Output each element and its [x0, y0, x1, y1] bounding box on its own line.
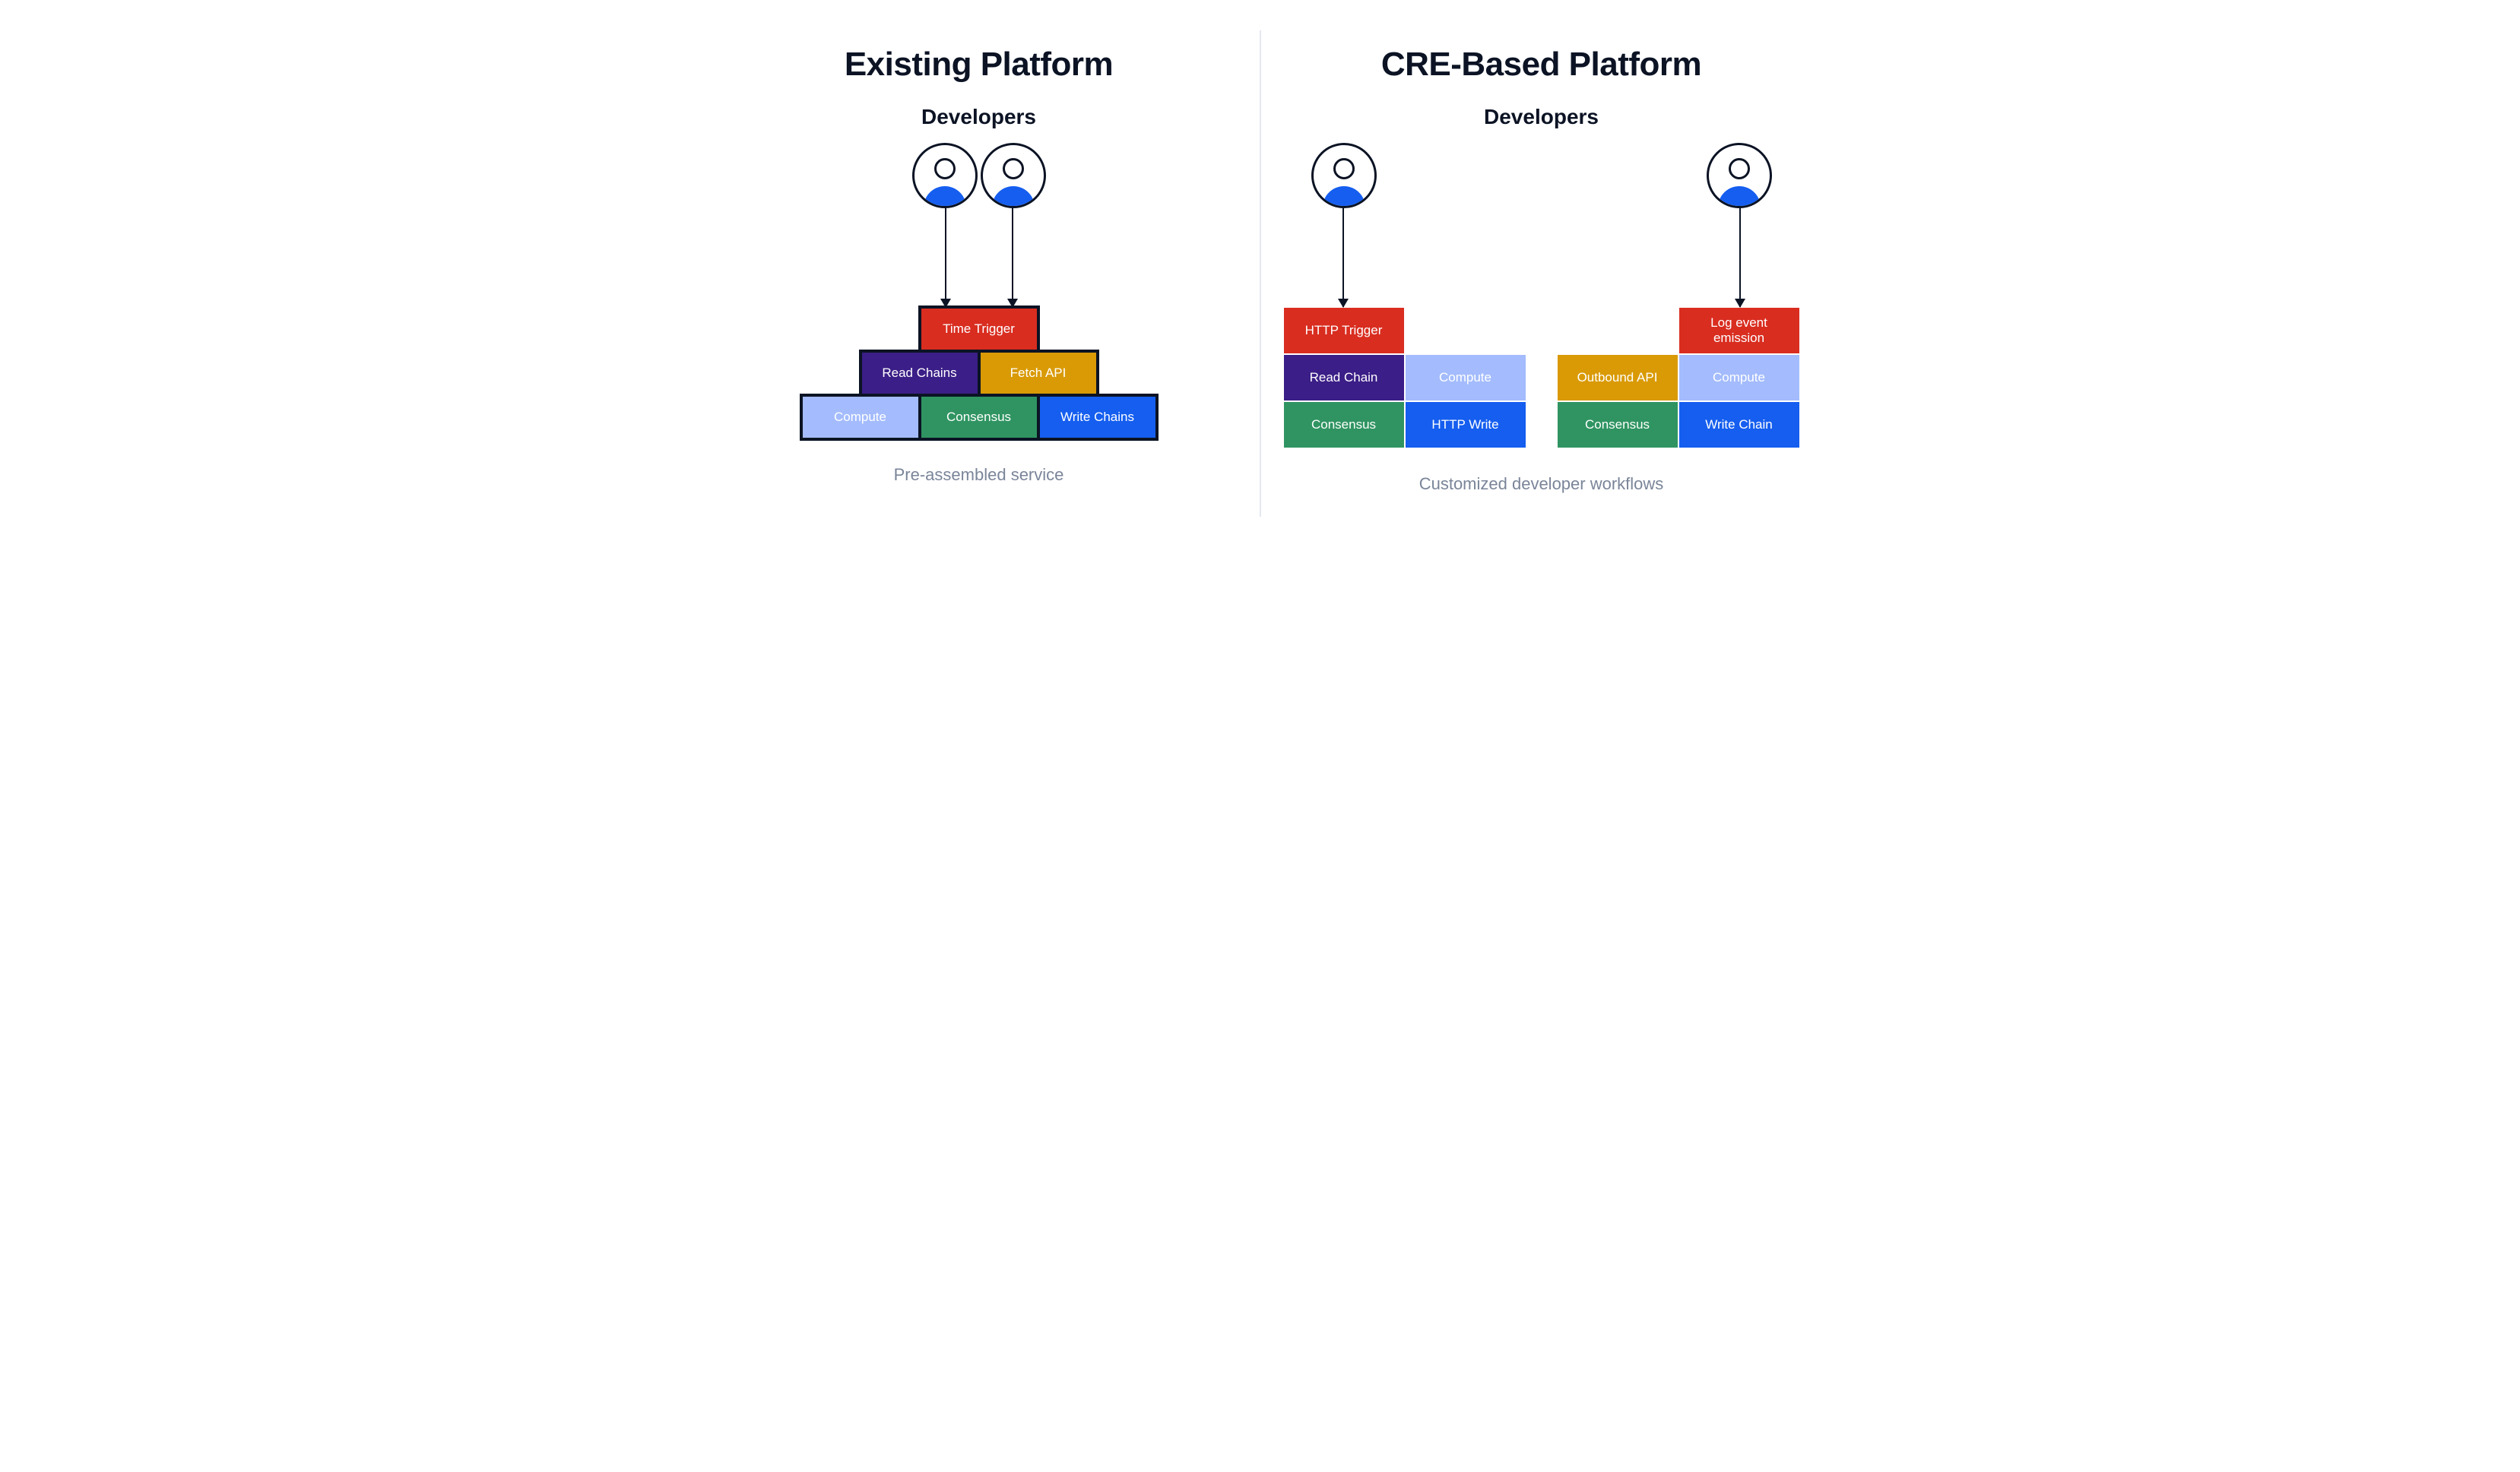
- stack-1: Log event emissionOutbound APIComputeCon…: [1557, 307, 1800, 448]
- avatar-body: [924, 186, 966, 208]
- block-time-trigger: Time Trigger: [918, 305, 1040, 353]
- avatar-body: [1323, 186, 1365, 208]
- right-title: CRE-Based Platform: [1381, 46, 1701, 84]
- stack-avatars: [1283, 143, 1526, 208]
- block-write-chain: Write Chain: [1678, 401, 1800, 448]
- left-arrows: [912, 208, 1046, 307]
- arrow-down-icon: [945, 208, 946, 307]
- block-read-chain: Read Chain: [1283, 354, 1405, 401]
- avatar-body: [992, 186, 1035, 208]
- block-http-trigger: HTTP Trigger: [1283, 307, 1405, 354]
- left-caption: Pre-assembled service: [894, 465, 1064, 485]
- block-read-chains: Read Chains: [859, 350, 981, 397]
- right-caption: Customized developer workflows: [1419, 474, 1664, 494]
- right-subtitle: Developers: [1484, 105, 1599, 129]
- block-outbound-api: Outbound API: [1557, 354, 1678, 401]
- developer-avatar-icon: [1311, 143, 1377, 208]
- developer-avatar-icon: [1707, 143, 1772, 208]
- stack-0: HTTP TriggerRead ChainComputeConsensusHT…: [1283, 307, 1526, 448]
- block-log-event-emission: Log event emission: [1678, 307, 1800, 354]
- avatar-body: [1718, 186, 1761, 208]
- arrow-down-icon: [1739, 208, 1741, 307]
- developer-avatar-icon: [912, 143, 978, 208]
- left-column: Existing Platform Developers Time Trigge…: [698, 30, 1260, 517]
- stack-col-0: HTTP TriggerRead ChainComputeConsensusHT…: [1283, 143, 1526, 448]
- block-http-write: HTTP Write: [1405, 401, 1526, 448]
- left-pyramid: Time TriggerRead ChainsFetch API ComputeC…: [801, 307, 1157, 439]
- block-compute: Compute: [800, 394, 921, 441]
- block-consensus: Consensus: [1557, 401, 1678, 448]
- right-column: CRE-Based Platform Developers HTTP Trigg…: [1260, 30, 1823, 517]
- arrow-down-icon: [1342, 208, 1344, 307]
- block-fetch-api: Fetch API: [978, 350, 1099, 397]
- block-write-chains: Write Chains: [1037, 394, 1159, 441]
- developer-avatar-icon: [981, 143, 1046, 208]
- block-consensus: Consensus: [1283, 401, 1405, 448]
- right-stacks: HTTP TriggerRead ChainComputeConsensusHT…: [1283, 143, 1800, 448]
- left-avatars: [912, 143, 1046, 208]
- stack-arrows: [1283, 208, 1526, 307]
- left-subtitle: Developers: [921, 105, 1036, 129]
- arrow-down-icon: [1012, 208, 1013, 307]
- block-compute: Compute: [1678, 354, 1800, 401]
- block-compute: Compute: [1405, 354, 1526, 401]
- stack-arrows: [1557, 208, 1800, 307]
- diagram-canvas: Existing Platform Developers Time Trigge…: [698, 30, 1823, 517]
- stack-col-1: Log event emissionOutbound APIComputeCon…: [1557, 143, 1800, 448]
- stack-avatars: [1557, 143, 1800, 208]
- left-title: Existing Platform: [845, 46, 1113, 84]
- block-consensus: Consensus: [918, 394, 1040, 441]
